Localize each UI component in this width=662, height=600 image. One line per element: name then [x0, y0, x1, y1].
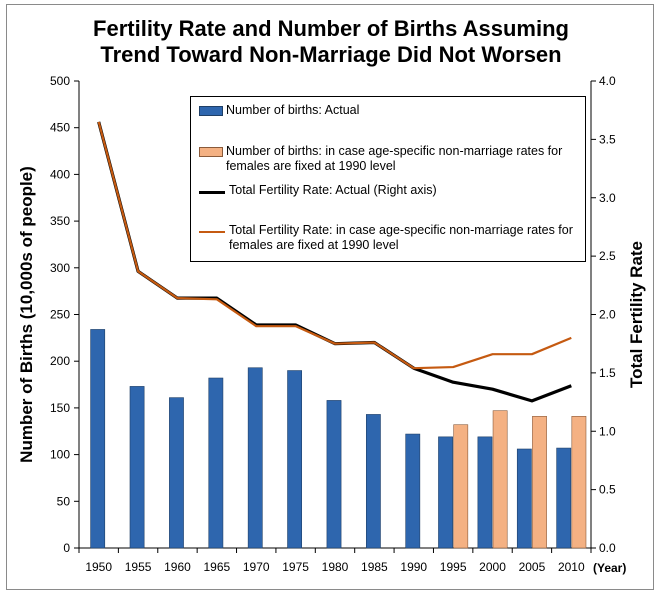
x-tick-label: 1985 — [361, 560, 388, 574]
left-tick-label: 450 — [50, 121, 70, 135]
right-tick-label: 0.0 — [599, 541, 616, 555]
legend-item-births-fixed: Number of births: in case age-specific n… — [199, 144, 579, 174]
right-tick-label: 3.5 — [599, 132, 616, 146]
left-tick-label: 300 — [50, 261, 70, 275]
legend-swatch-tfr-actual — [199, 191, 225, 194]
bar-births-fixed — [571, 416, 587, 549]
left-tick-label: 200 — [50, 354, 70, 368]
bar-births-actual — [208, 377, 224, 549]
bar-births-actual — [247, 367, 263, 549]
right-tick-label: 3.0 — [599, 191, 616, 205]
right-tick-label: 1.5 — [599, 366, 616, 380]
x-tick-label: 1995 — [440, 560, 467, 574]
right-tick-label: 4.0 — [599, 74, 616, 88]
x-tick-label: 1975 — [282, 560, 309, 574]
left-tick-label: 50 — [57, 494, 71, 508]
left-tick-label: 500 — [50, 74, 70, 88]
y-axis-title-left: Number of Births (10,000s of people) — [17, 166, 36, 463]
x-tick-label: 2000 — [479, 560, 506, 574]
right-tick-label: 1.0 — [599, 424, 616, 438]
bar-births-actual — [326, 400, 342, 549]
legend-label-births-fixed: Number of births: in case age-specific n… — [226, 144, 563, 173]
x-tick-label: 1970 — [243, 560, 270, 574]
line-tfr-fixed — [97, 121, 572, 370]
legend-swatch-tfr-fixed — [199, 231, 225, 233]
x-tick-label: 1950 — [85, 560, 112, 574]
bar-births-fixed — [453, 424, 469, 549]
bar-births-actual — [405, 433, 421, 549]
chart-title: Fertility Rate and Number of Births Assu… — [0, 16, 662, 68]
right-tick-label: 2.0 — [599, 308, 616, 322]
chart-frame — [6, 4, 654, 590]
x-tick-label: 2010 — [558, 560, 585, 574]
right-tick-label: 2.5 — [599, 249, 616, 263]
legend: Number of births: Actual Number of birth… — [190, 96, 586, 262]
bar-births-actual — [287, 370, 303, 549]
x-tick-label: 1965 — [203, 560, 230, 574]
left-tick-label: 400 — [50, 167, 70, 181]
bar-births-actual — [556, 447, 572, 549]
x-tick-label: 2005 — [519, 560, 546, 574]
bar-births-actual — [90, 329, 106, 549]
legend-label-tfr-actual: Total Fertility Rate: Actual (Right axis… — [229, 183, 437, 197]
x-tick-label: 1980 — [322, 560, 349, 574]
legend-label-tfr-fixed: Total Fertility Rate: in case age-specif… — [229, 223, 573, 252]
legend-swatch-births-actual — [199, 106, 223, 116]
x-tick-label: 1960 — [164, 560, 191, 574]
chart-title-line-2: Trend Toward Non-Marriage Did Not Worsen — [100, 42, 562, 67]
legend-item-tfr-fixed: Total Fertility Rate: in case age-specif… — [199, 223, 579, 253]
left-tick-label: 100 — [50, 448, 70, 462]
bar-births-actual — [516, 448, 532, 549]
x-tick-label: 1990 — [400, 560, 427, 574]
left-tick-label: 150 — [50, 401, 70, 415]
bar-births-actual — [169, 397, 184, 549]
bar-births-actual — [477, 436, 493, 549]
legend-swatch-births-fixed — [199, 147, 223, 157]
legend-label-births-actual: Number of births: Actual — [226, 103, 360, 117]
left-tick-label: 0 — [63, 541, 70, 555]
bar-births-actual — [365, 414, 381, 549]
left-tick-label: 350 — [50, 214, 70, 228]
y-axis-title-right: Total Fertility Rate — [627, 241, 646, 388]
x-unit-label: (Year) — [593, 561, 626, 575]
x-tick-label: 1955 — [125, 560, 152, 574]
chart-title-line-1: Fertility Rate and Number of Births Assu… — [93, 16, 569, 41]
bar-births-fixed — [532, 416, 547, 549]
bar-births-actual — [129, 386, 145, 549]
legend-item-births-actual: Number of births: Actual — [199, 103, 579, 118]
right-tick-label: 0.5 — [599, 483, 616, 497]
left-tick-label: 250 — [50, 308, 70, 322]
bar-births-fixed — [492, 410, 508, 549]
legend-item-tfr-actual: Total Fertility Rate: Actual (Right axis… — [199, 183, 579, 198]
bar-births-actual — [438, 436, 453, 549]
